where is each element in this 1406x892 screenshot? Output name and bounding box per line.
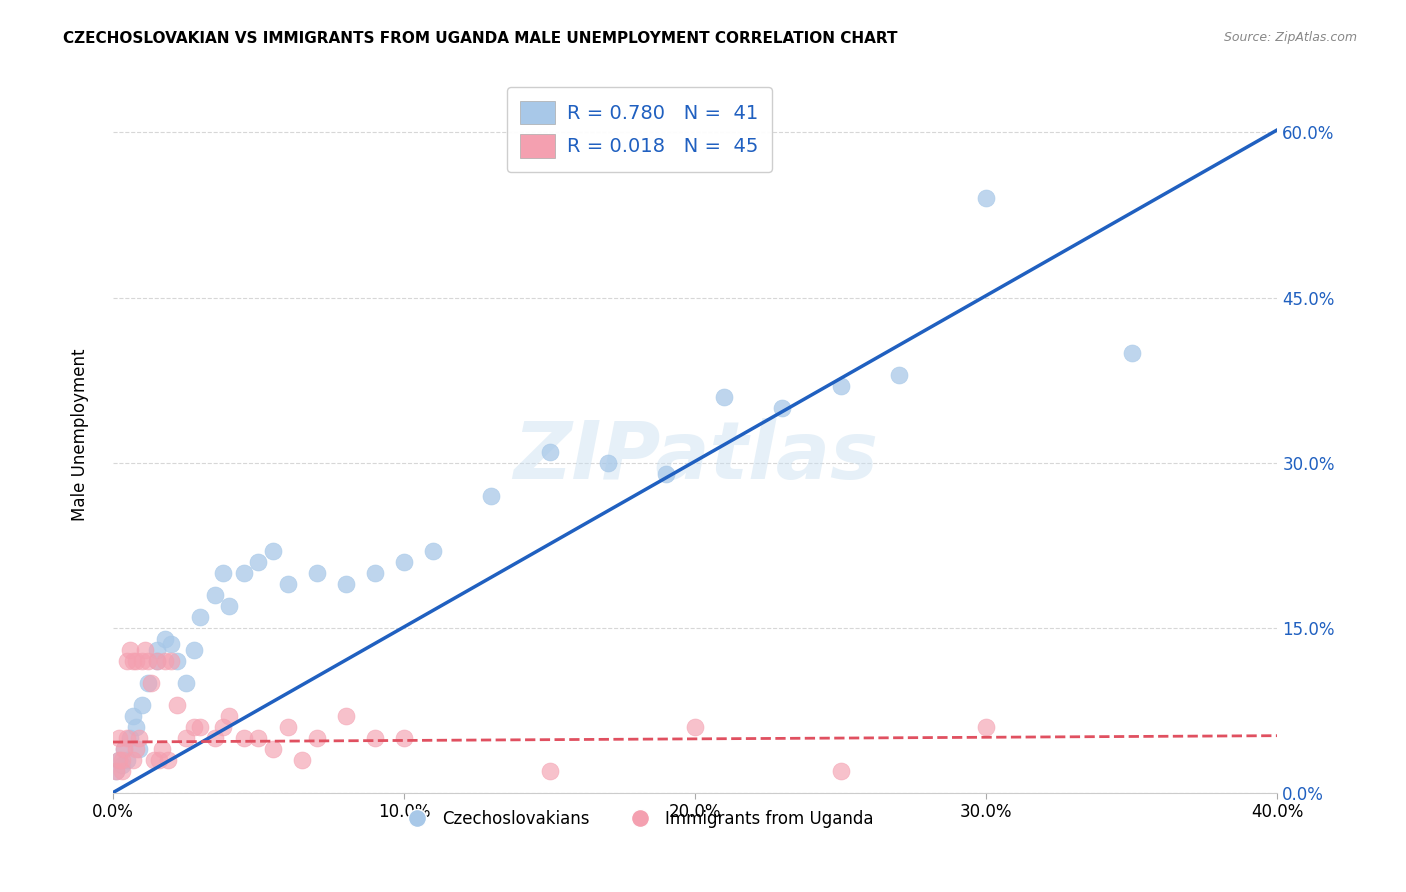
- Point: [145, 654, 167, 668]
- Point: [160, 654, 183, 668]
- Point: [247, 731, 270, 745]
- Point: [114, 741, 136, 756]
- Point: [104, 764, 127, 778]
- Point: [218, 599, 240, 613]
- Point: [772, 401, 794, 415]
- Point: [166, 698, 188, 712]
- Point: [830, 764, 852, 778]
- Point: [145, 642, 167, 657]
- Point: [110, 758, 132, 772]
- Legend: Czechoslovakians, Immigrants from Uganda: Czechoslovakians, Immigrants from Uganda: [394, 803, 880, 834]
- Point: [148, 753, 170, 767]
- Point: [188, 609, 211, 624]
- Point: [110, 753, 132, 767]
- Point: [142, 753, 165, 767]
- Point: [974, 720, 997, 734]
- Point: [392, 555, 415, 569]
- Point: [212, 720, 235, 734]
- Point: [247, 555, 270, 569]
- Point: [335, 576, 357, 591]
- Point: [117, 654, 139, 668]
- Point: [122, 708, 145, 723]
- Text: Source: ZipAtlas.com: Source: ZipAtlas.com: [1223, 31, 1357, 45]
- Point: [277, 576, 299, 591]
- Point: [125, 654, 148, 668]
- Point: [204, 731, 226, 745]
- Point: [305, 566, 328, 580]
- Point: [136, 654, 159, 668]
- Point: [887, 368, 910, 382]
- Point: [262, 741, 284, 756]
- Point: [128, 741, 150, 756]
- Point: [160, 637, 183, 651]
- Point: [1121, 345, 1143, 359]
- Point: [136, 675, 159, 690]
- Point: [830, 378, 852, 392]
- Point: [155, 632, 177, 646]
- Point: [120, 642, 142, 657]
- Point: [117, 731, 139, 745]
- Point: [183, 642, 205, 657]
- Point: [122, 654, 145, 668]
- Point: [364, 731, 387, 745]
- Y-axis label: Male Unemployment: Male Unemployment: [72, 349, 89, 521]
- Point: [107, 753, 129, 767]
- Point: [538, 764, 561, 778]
- Point: [122, 753, 145, 767]
- Point: [596, 456, 619, 470]
- Point: [232, 731, 254, 745]
- Point: [422, 543, 444, 558]
- Point: [104, 764, 127, 778]
- Point: [364, 566, 387, 580]
- Text: ZIPatlas: ZIPatlas: [513, 417, 877, 495]
- Point: [277, 720, 299, 734]
- Point: [188, 720, 211, 734]
- Point: [174, 675, 197, 690]
- Point: [155, 654, 177, 668]
- Point: [128, 731, 150, 745]
- Point: [114, 741, 136, 756]
- Point: [305, 731, 328, 745]
- Point: [131, 654, 153, 668]
- Point: [183, 720, 205, 734]
- Point: [107, 731, 129, 745]
- Point: [125, 720, 148, 734]
- Point: [232, 566, 254, 580]
- Point: [335, 708, 357, 723]
- Point: [291, 753, 314, 767]
- Text: CZECHOSLOVAKIAN VS IMMIGRANTS FROM UGANDA MALE UNEMPLOYMENT CORRELATION CHART: CZECHOSLOVAKIAN VS IMMIGRANTS FROM UGAND…: [63, 31, 898, 46]
- Point: [150, 741, 173, 756]
- Point: [212, 566, 235, 580]
- Point: [683, 720, 706, 734]
- Point: [262, 543, 284, 558]
- Point: [392, 731, 415, 745]
- Point: [538, 444, 561, 458]
- Point: [125, 741, 148, 756]
- Point: [107, 753, 129, 767]
- Point: [120, 731, 142, 745]
- Point: [174, 731, 197, 745]
- Point: [218, 708, 240, 723]
- Point: [713, 390, 735, 404]
- Point: [157, 753, 180, 767]
- Point: [166, 654, 188, 668]
- Point: [655, 467, 678, 481]
- Point: [139, 675, 162, 690]
- Point: [117, 753, 139, 767]
- Point: [974, 192, 997, 206]
- Point: [131, 698, 153, 712]
- Point: [479, 489, 502, 503]
- Point: [134, 642, 156, 657]
- Point: [110, 764, 132, 778]
- Point: [204, 588, 226, 602]
- Point: [145, 654, 167, 668]
